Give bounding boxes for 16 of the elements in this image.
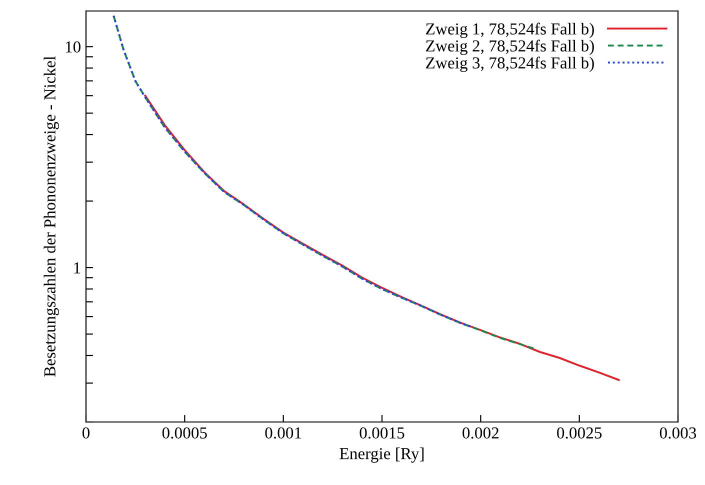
- x-tick-label: 0.0005: [162, 427, 207, 439]
- y-axis-title: Besetzungszahlen der Phononenzweige - Nickel: [44, 56, 59, 377]
- y-tick-label: 1: [74, 262, 80, 274]
- x-tick-label: 0.0025: [557, 427, 602, 439]
- line-series: [112, 14, 472, 328]
- x-tick-label: 0: [82, 427, 90, 439]
- x-tick-label: 0.002: [462, 427, 498, 439]
- x-tick-label: 0.003: [660, 427, 696, 439]
- x-axis-title: Energie [Ry]: [340, 448, 424, 463]
- legend-label: Zweig 1, 78,524fs Fall b): [426, 22, 594, 38]
- y-tick-label: 10: [66, 41, 81, 53]
- line-series: [144, 94, 620, 381]
- legend-label: Zweig 3, 78,524fs Fall b): [426, 56, 594, 72]
- x-tick-label: 0.0015: [360, 427, 404, 439]
- x-tick-label: 0.001: [265, 427, 302, 439]
- legend-label: Zweig 2, 78,524fs Fall b): [426, 40, 594, 55]
